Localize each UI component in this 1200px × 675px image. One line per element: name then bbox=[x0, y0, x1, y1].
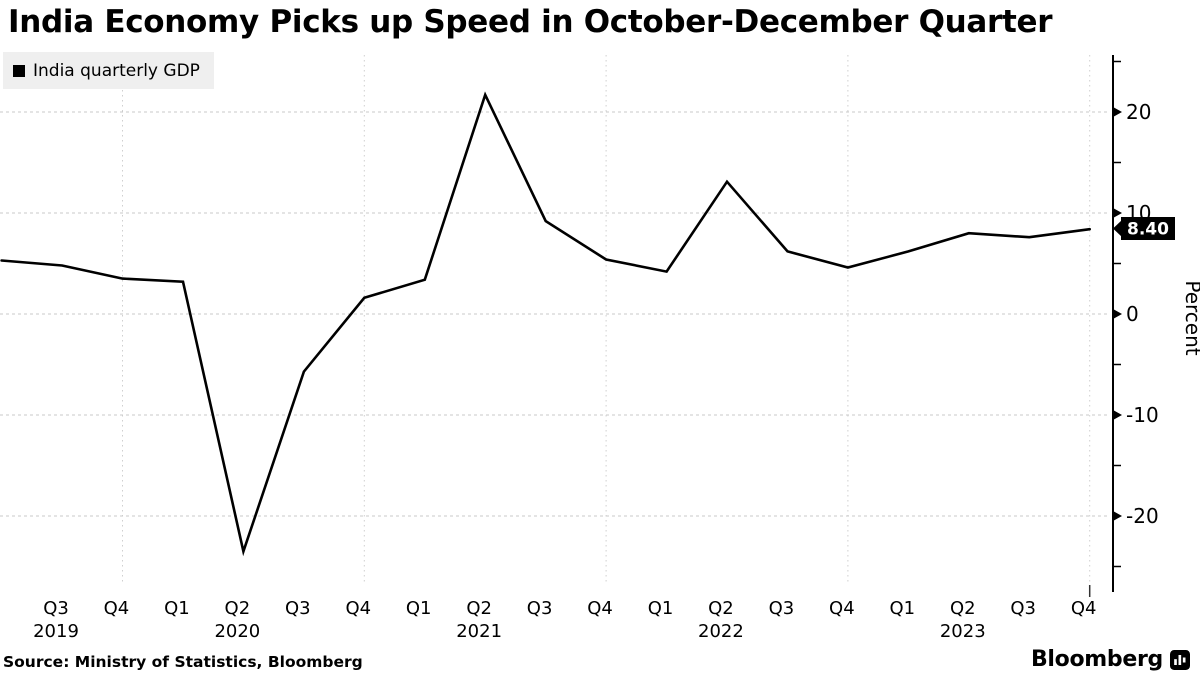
y-major-tick-arrow-icon bbox=[1113, 208, 1122, 218]
x-tick-label: Q4 bbox=[1071, 598, 1097, 619]
x-tick-label: Q1 bbox=[889, 598, 915, 619]
vertical-gridlines bbox=[122, 55, 1091, 583]
legend-label: India quarterly GDP bbox=[33, 60, 200, 81]
badge-value: 8.40 bbox=[1127, 220, 1169, 240]
x-tick-label: Q1 bbox=[648, 598, 674, 619]
x-tick-label: Q2 bbox=[950, 598, 976, 619]
y-major-tick-arrow-icon bbox=[1113, 511, 1122, 521]
x-tick-label: Q1 bbox=[406, 598, 432, 619]
x-tick-label: Q3 bbox=[769, 598, 795, 619]
y-tick-label: -20 bbox=[1126, 504, 1159, 528]
x-tick-label: Q2 bbox=[466, 598, 492, 619]
badge-box bbox=[1121, 217, 1175, 240]
year-label: 2021 bbox=[456, 621, 502, 642]
legend-swatch-icon bbox=[13, 64, 25, 77]
page-title: India Economy Picks up Speed in October-… bbox=[8, 4, 1053, 40]
x-tick-label: Q4 bbox=[587, 598, 613, 619]
year-label: 2019 bbox=[33, 621, 79, 642]
year-label: 2020 bbox=[214, 621, 260, 642]
y-tick-label: -10 bbox=[1126, 403, 1159, 427]
y-tick-label: 20 bbox=[1126, 100, 1151, 124]
source-note: Source: Ministry of Statistics, Bloomber… bbox=[3, 653, 363, 671]
horizontal-gridlines bbox=[0, 111, 1108, 517]
x-axis: Q3 Q4 Q1 Q2 Q3 Q4 Q1 Q2 Q3 Q4 Q1 Q2 Q3 Q4 Q1 Q2 Q3 Q4 2019… bbox=[33, 585, 1096, 642]
legend: India quarterly GDP bbox=[3, 52, 214, 89]
x-tick-label: Q3 bbox=[527, 598, 553, 619]
x-tick-label: Q3 bbox=[285, 598, 311, 619]
badge-pointer-icon bbox=[1113, 220, 1122, 237]
x-tick-label: Q4 bbox=[829, 598, 855, 619]
y-tick-label: 0 bbox=[1126, 302, 1139, 326]
x-tick-label: Q3 bbox=[43, 598, 69, 619]
gdp-line-series bbox=[0, 91, 1091, 557]
x-tick-label: Q4 bbox=[345, 598, 371, 619]
year-label: 2023 bbox=[940, 621, 986, 642]
y-major-tick-arrow-icon bbox=[1113, 410, 1122, 420]
bloomberg-logo: Bloomberg bbox=[1031, 647, 1190, 672]
x-tick-label: Q3 bbox=[1010, 598, 1036, 619]
last-value-badge: 8.40 bbox=[1113, 217, 1175, 240]
x-tick-label: Q2 bbox=[225, 598, 251, 619]
bloomberg-terminal-icon bbox=[1170, 649, 1190, 670]
x-tick-label: Q4 bbox=[104, 598, 130, 619]
x-tick-label: Q2 bbox=[708, 598, 734, 619]
y-axis-title: Percent bbox=[1181, 280, 1200, 355]
x-tick-label: Q1 bbox=[164, 598, 190, 619]
y-major-tick-arrow-icon bbox=[1113, 309, 1122, 319]
y-major-tick-arrow-icon bbox=[1113, 107, 1122, 117]
bloomberg-wordmark: Bloomberg bbox=[1030, 647, 1163, 672]
year-label: 2022 bbox=[698, 621, 744, 642]
